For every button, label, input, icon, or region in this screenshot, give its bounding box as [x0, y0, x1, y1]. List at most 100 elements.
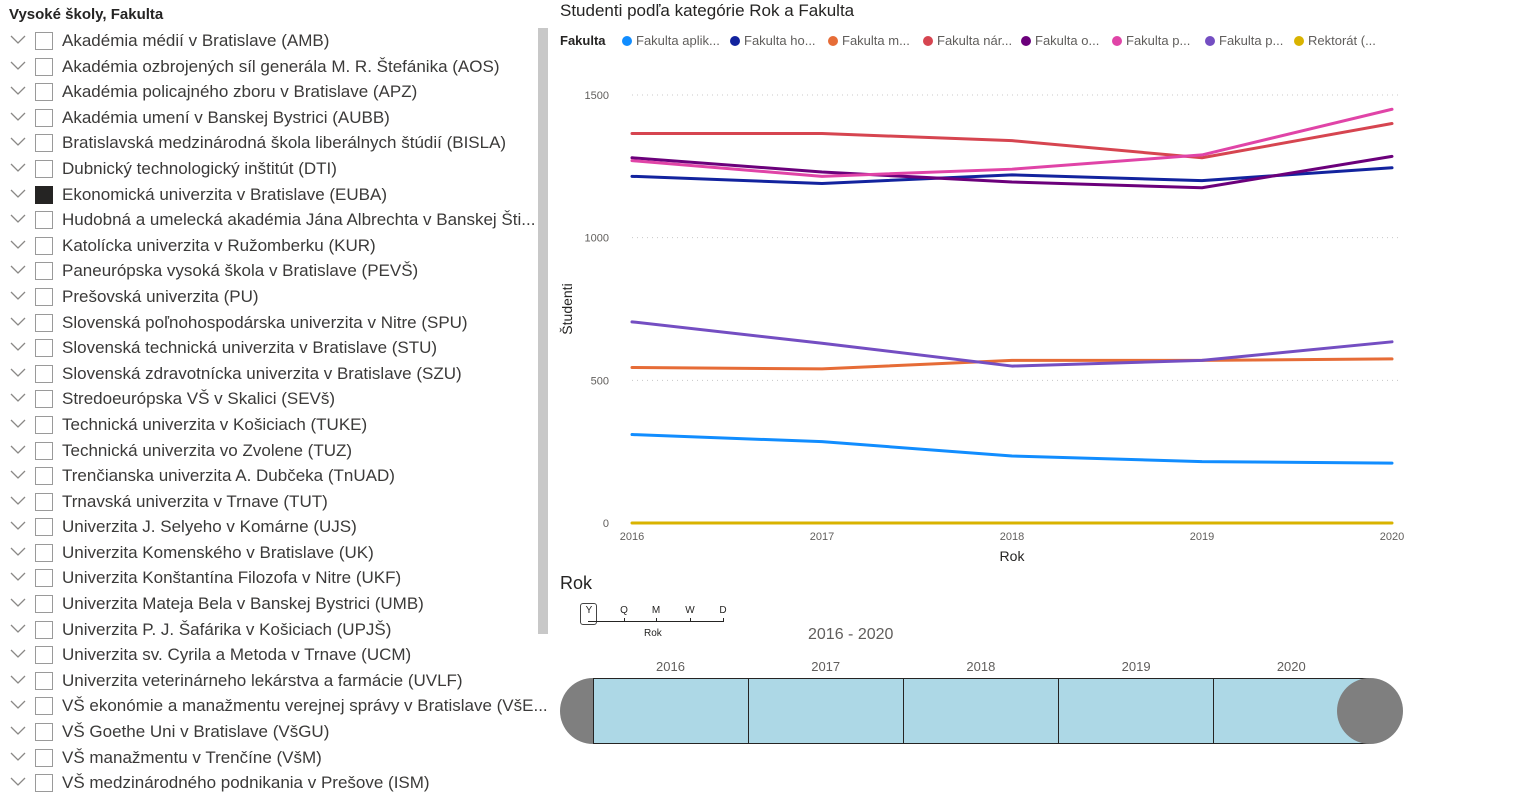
checkbox[interactable] [35, 390, 53, 409]
slicer-item[interactable]: Technická univerzita v Košiciach (TUKE) [0, 414, 552, 440]
slicer-item[interactable]: Slovenská zdravotnícka univerzita v Brat… [0, 363, 552, 389]
chevron-down-icon[interactable] [10, 290, 26, 302]
chevron-down-icon[interactable] [10, 136, 26, 148]
checkbox[interactable] [35, 595, 53, 614]
slicer-item[interactable]: Slovenská poľnohospodárska univerzita v … [0, 312, 552, 338]
chevron-down-icon[interactable] [10, 239, 26, 251]
chevron-down-icon[interactable] [10, 85, 26, 97]
slicer-item[interactable]: Univerzita Mateja Bela v Banskej Bystric… [0, 593, 552, 619]
slicer-item[interactable]: Univerzita sv. Cyrila a Metoda v Trnave … [0, 644, 552, 670]
checkbox[interactable] [35, 543, 53, 562]
slicer-item[interactable]: Akadémia policajného zboru v Bratislave … [0, 81, 552, 107]
granularity-option[interactable]: M [651, 605, 661, 616]
checkbox[interactable] [35, 262, 53, 281]
slicer-item[interactable]: Katolícka univerzita v Ružomberku (KUR) [0, 235, 552, 261]
checkbox[interactable] [35, 32, 53, 50]
chevron-down-icon[interactable] [10, 264, 26, 276]
timeline-cell[interactable] [1059, 679, 1214, 743]
slicer-item[interactable]: Stredoeurópska VŠ v Skalici (SEVš) [0, 388, 552, 414]
slicer-item[interactable]: Prešovská univerzita (PU) [0, 286, 552, 312]
timeline-end-handle[interactable] [1337, 678, 1403, 744]
slicer-item[interactable]: Bratislavská medzinárodná škola liberáln… [0, 132, 552, 158]
legend-item[interactable]: Fakulta nár... [923, 33, 1012, 48]
timeline-cell[interactable] [594, 679, 749, 743]
checkbox[interactable] [35, 467, 53, 486]
chevron-down-icon[interactable] [10, 316, 26, 328]
checkbox[interactable] [35, 748, 53, 767]
checkbox[interactable] [35, 211, 53, 230]
slicer-item[interactable]: VŠ medzinárodného podnikania v Prešove (… [0, 772, 552, 792]
chevron-down-icon[interactable] [10, 111, 26, 123]
checkbox[interactable] [35, 518, 53, 537]
chevron-down-icon[interactable] [10, 623, 26, 635]
slicer-item[interactable]: Akadémia ozbrojených síl generála M. R. … [0, 56, 552, 82]
granularity-picker[interactable]: Rok Y Q M W D [580, 603, 730, 643]
checkbox[interactable] [35, 364, 53, 383]
timeline-cell[interactable] [904, 679, 1059, 743]
slicer-item[interactable]: Trnavská univerzita v Trnave (TUT) [0, 491, 552, 517]
checkbox[interactable] [35, 774, 53, 792]
slicer-item[interactable]: Ekonomická univerzita v Bratislave (EUBA… [0, 184, 552, 210]
chevron-down-icon[interactable] [10, 213, 26, 225]
checkbox[interactable] [35, 159, 53, 178]
chevron-down-icon[interactable] [10, 469, 26, 481]
chevron-down-icon[interactable] [10, 751, 26, 763]
checkbox[interactable] [35, 441, 53, 460]
slicer-item[interactable]: Hudobná a umelecká akadémia Jána Albrech… [0, 209, 552, 235]
slicer-item[interactable]: VŠ manažmentu v Trenčíne (VšM) [0, 747, 552, 773]
chevron-down-icon[interactable] [10, 341, 26, 353]
chevron-down-icon[interactable] [10, 648, 26, 660]
checkbox[interactable] [35, 646, 53, 665]
granularity-option[interactable]: D [719, 605, 727, 616]
slicer-item[interactable]: VŠ Goethe Uni v Bratislave (VšGU) [0, 721, 552, 747]
chevron-down-icon[interactable] [10, 546, 26, 558]
checkbox[interactable] [35, 83, 53, 102]
checkbox[interactable] [35, 723, 53, 742]
slicer-item[interactable]: Univerzita Konštantína Filozofa v Nitre … [0, 567, 552, 593]
checkbox[interactable] [35, 287, 53, 306]
chevron-down-icon[interactable] [10, 60, 26, 72]
legend-item[interactable]: Rektorát (... [1294, 33, 1376, 48]
slicer-item[interactable]: Univerzita J. Selyeho v Komárne (UJS) [0, 516, 552, 542]
chevron-down-icon[interactable] [10, 444, 26, 456]
checkbox[interactable] [35, 569, 53, 588]
chevron-down-icon[interactable] [10, 495, 26, 507]
granularity-option[interactable]: Q [620, 605, 628, 616]
slicer-item[interactable]: Slovenská technická univerzita v Bratisl… [0, 337, 552, 363]
chevron-down-icon[interactable] [10, 392, 26, 404]
slicer-item[interactable]: Univerzita veterinárneho lekárstva a far… [0, 670, 552, 696]
checkbox[interactable] [35, 185, 53, 204]
checkbox[interactable] [35, 415, 53, 434]
checkbox[interactable] [35, 236, 53, 255]
chevron-down-icon[interactable] [10, 776, 26, 788]
legend-item[interactable]: Fakulta p... [1112, 33, 1190, 48]
checkbox[interactable] [35, 697, 53, 716]
legend-item[interactable]: Fakulta ho... [730, 33, 816, 48]
granularity-option[interactable]: Y [585, 605, 593, 616]
legend-item[interactable]: Fakulta m... [828, 33, 910, 48]
checkbox[interactable] [35, 57, 53, 76]
checkbox[interactable] [35, 134, 53, 153]
checkbox[interactable] [35, 671, 53, 690]
chevron-down-icon[interactable] [10, 674, 26, 686]
slicer-item[interactable]: Univerzita P. J. Šafárika v Košiciach (U… [0, 619, 552, 645]
slicer-item[interactable]: Akadémia umení v Banskej Bystrici (AUBB) [0, 107, 552, 133]
chevron-down-icon[interactable] [10, 699, 26, 711]
checkbox[interactable] [35, 492, 53, 511]
slicer-item[interactable]: Univerzita Komenského v Bratislave (UK) [0, 542, 552, 568]
chevron-down-icon[interactable] [10, 571, 26, 583]
chevron-down-icon[interactable] [10, 34, 26, 46]
checkbox[interactable] [35, 108, 53, 127]
chevron-down-icon[interactable] [10, 188, 26, 200]
legend-item[interactable]: Fakulta o... [1021, 33, 1099, 48]
slicer-item[interactable]: Akadémia médií v Bratislave (AMB) [0, 30, 552, 56]
slicer-item[interactable]: Dubnický technologický inštitút (DTI) [0, 158, 552, 184]
chevron-down-icon[interactable] [10, 367, 26, 379]
slicer-scrollbar[interactable] [538, 28, 548, 634]
slicer-item[interactable]: Technická univerzita vo Zvolene (TUZ) [0, 440, 552, 466]
chevron-down-icon[interactable] [10, 725, 26, 737]
checkbox[interactable] [35, 313, 53, 332]
slicer-item[interactable]: Paneurópska vysoká škola v Bratislave (P… [0, 260, 552, 286]
chevron-down-icon[interactable] [10, 520, 26, 532]
chevron-down-icon[interactable] [10, 418, 26, 430]
